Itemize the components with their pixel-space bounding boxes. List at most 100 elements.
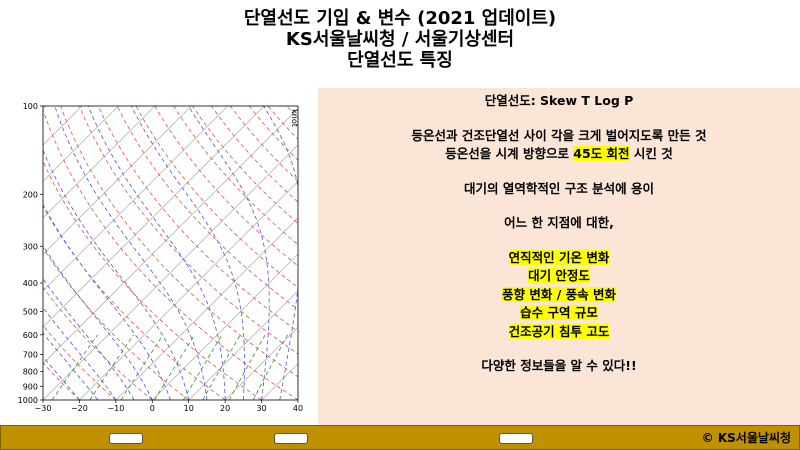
y-tick-label: 800 [23, 368, 38, 377]
text: 시킨 것 [629, 146, 673, 161]
button[interactable] [499, 433, 533, 444]
text: 단열선도: Skew T Log P [484, 93, 634, 108]
dry-adiabat [267, 106, 298, 140]
dry-adiabat [173, 106, 298, 246]
title-line: KS서울날씨청 / 서울기상센터 [285, 29, 515, 50]
x-tick-label: 30 [256, 404, 266, 413]
moist-adiabat [54, 106, 208, 400]
mixing-ratio-line [252, 334, 288, 400]
paragraph: 대기의 열역학적인 구조 분석에 용이 [318, 180, 800, 199]
highlighted-text: 연직적인 기온 변화 [508, 249, 610, 265]
paragraph: 어느 한 지점에 대한, [318, 214, 800, 233]
text-line: 등온선과 건조단열선 사이 각을 크게 벌어지도록 만든 것 [318, 127, 800, 146]
text: 어느 한 지점에 대한, [504, 215, 614, 230]
isotherm [79, 180, 298, 400]
mixing-ratio-line [183, 334, 223, 400]
y-tick-label: 200 [23, 191, 38, 200]
dry-adiabat [43, 247, 189, 400]
y-tick-label: 400 [23, 279, 38, 288]
text-line: 연직적인 기온 변화 [318, 249, 800, 268]
moist-adiabat [43, 332, 98, 400]
moist-adiabat [43, 355, 80, 400]
text-line: 건조공기 침투 고도 [318, 323, 800, 342]
x-tick-label: 40 [293, 404, 303, 413]
text: 등온선을 시계 방향으로 [445, 146, 574, 161]
mixing-ratio-line [120, 334, 164, 400]
moist-adiabat [43, 278, 135, 400]
highlighted-text: 풍향 변화 / 풍속 변화 [502, 286, 616, 302]
text-panel: 단열선도: Skew T Log P 등온선과 건조단열선 사이 각을 크게 벌어… [318, 88, 800, 425]
isotherm [43, 108, 298, 365]
x-tick-label: −10 [107, 404, 124, 413]
button[interactable] [274, 433, 308, 444]
isotherm [224, 326, 298, 400]
title-line: 단열선도 기입 & 변수 (2021 업데이트) [243, 8, 557, 29]
text-line: 습수 구역 규모 [318, 304, 800, 323]
highlighted-text: 건조공기 침투 고도 [508, 323, 610, 339]
mixing-ratio-line [51, 334, 98, 400]
text: 등온선과 건조단열선 사이 각을 크게 벌어지도록 만든 것 [411, 127, 707, 143]
y-tick-label: 1000 [18, 396, 38, 405]
chart-panel: knot −30 −20 −10 0 10 20 30 40 100 200 300 400 500 60… [0, 88, 316, 425]
text-line: 단열선도: Skew T Log P [318, 92, 800, 111]
dry-adiabat [43, 108, 298, 400]
dry-adiabat [229, 106, 298, 182]
dry-adiabat [43, 362, 80, 400]
isotherm [43, 106, 119, 182]
moist-adiabat [297, 398, 298, 400]
x-tick-label: −20 [71, 404, 88, 413]
x-tick-label: −30 [35, 404, 52, 413]
isotherm [43, 106, 228, 292]
isotherm [152, 253, 298, 400]
mixing-ratio-line [202, 334, 241, 400]
footer-bar: © KS서울날씨청 [0, 425, 800, 450]
paragraph: 다양한 정보들을 알 수 있다!! [318, 357, 800, 376]
isotherm [297, 399, 298, 400]
x-tick-label: 0 [150, 404, 155, 413]
moist-adiabat [131, 106, 245, 400]
isotherm [43, 106, 156, 219]
moist-adiabat [43, 149, 190, 400]
moist-adiabat [43, 203, 171, 400]
isotherm [115, 217, 298, 400]
dry-adiabat [306, 106, 316, 400]
x-tick-label: 20 [220, 404, 230, 413]
moist-adiabat [87, 106, 226, 400]
text: 다양한 정보들을 알 수 있다!! [481, 358, 637, 373]
text-line: 어느 한 지점에 대한, [318, 214, 800, 233]
copyright: © KS서울날씨청 [701, 431, 791, 445]
isotherm [43, 106, 265, 328]
y-tick-label: 500 [23, 307, 38, 316]
text: 대기의 열역학적인 구조 분석에 용이 [464, 180, 654, 196]
dry-adiabat [286, 106, 298, 120]
highlighted-text: 45도 회전 [573, 146, 630, 161]
dry-adiabat [116, 106, 298, 310]
isotherm [43, 144, 298, 400]
dry-adiabat [43, 205, 226, 400]
y-tick-label: 300 [23, 242, 38, 251]
text-line: 대기 안정도 [318, 267, 800, 286]
mixing-ratio-line [89, 334, 134, 400]
dry-adiabat [60, 106, 298, 378]
text-line: 다양한 정보들을 알 수 있다!! [318, 357, 800, 376]
title: 단열선도 기입 & 변수 (2021 업데이트) KS서울날씨청 / 서울기상센터… [0, 8, 800, 71]
dry-adiabat [154, 106, 298, 267]
text-line: 풍향 변화 / 풍속 변화 [318, 286, 800, 305]
y-tick-label: 900 [23, 383, 38, 392]
button[interactable] [109, 433, 143, 444]
moist-adiabat [188, 106, 270, 400]
moist-adiabat [263, 106, 298, 400]
y-tick-label: 100 [23, 102, 38, 111]
moist-adiabat [43, 244, 153, 400]
mixing-ratio-line [154, 334, 196, 400]
text-line: 대기의 열역학적인 구조 분석에 용이 [318, 180, 800, 199]
plot-frame [42, 105, 299, 401]
dry-adiabat [43, 160, 262, 400]
text-line: 등온선을 시계 방향으로 45도 회전 시킨 것 [318, 145, 800, 164]
wind-unit: knot [290, 109, 299, 127]
mixing-ratio-line [228, 334, 266, 400]
